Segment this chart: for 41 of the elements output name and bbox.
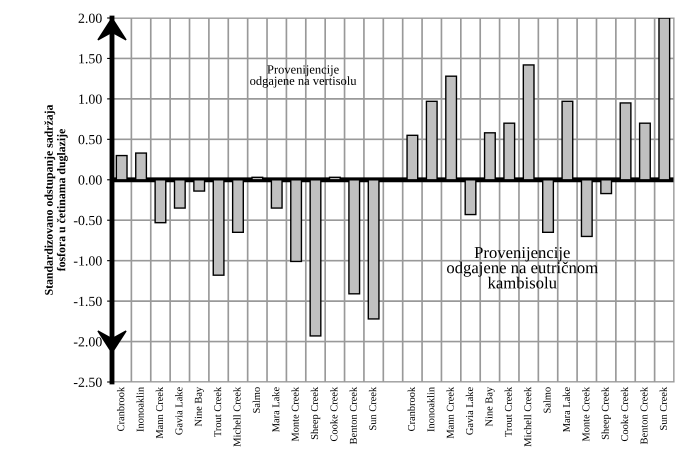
annotation: Provenijencije odgajene na vertisolu [250, 65, 356, 88]
y-tick-label: 2.00 [78, 14, 102, 24]
x-tick-label: Monte Creek [582, 386, 590, 442]
x-tick-label: Cranbrook [116, 386, 124, 431]
y-tick-label: -1.50 [74, 296, 102, 306]
x-tick-label: Mara Lake [562, 387, 570, 432]
x-tick-label: Sheep Creek [310, 386, 320, 440]
x-tick-label: Michell Creek [524, 386, 532, 446]
y-tick-label: -2.50 [74, 378, 102, 388]
x-tick-label: Sheep Creek [601, 386, 611, 440]
x-tick-label: Salmo [543, 387, 551, 413]
x-tick-label: Trout Creek [504, 386, 512, 437]
x-tick-label: Salmo [252, 387, 260, 413]
y-tick-label: -1.00 [74, 256, 102, 266]
x-tick-label: Cooke Creek [620, 386, 628, 442]
x-tick-label: Nine Bay [485, 386, 495, 426]
y-tick-label: -0.50 [74, 216, 102, 226]
x-tick-label: Mann Creek [446, 386, 454, 438]
x-tick-label: Inonoaklin [136, 387, 144, 432]
y-tick-label: 0.00 [78, 175, 102, 185]
x-tick-label: Gavia Lake [175, 387, 182, 435]
x-tick-label: Benton Creek [350, 386, 357, 444]
y-tick-label: 0.50 [78, 134, 102, 144]
x-tick-label: Nine Bay [194, 386, 204, 426]
x-tick-label: Benton Creek [640, 386, 648, 444]
x-tick-label: Sun Creek [368, 386, 376, 430]
y-axis-title: Standardizovano odstupanje sadržaja fosfora u četinama duglazije [44, 104, 68, 295]
x-tick-label: Mann Creek [156, 386, 164, 438]
annotation: Provenijencije odgajene na eutričnom kambisolu [447, 246, 598, 288]
x-tick-label: Inonoaklin [427, 387, 434, 432]
x-tick-label: Cooke Creek [330, 386, 338, 442]
y-tick-label: -2.00 [74, 337, 102, 347]
x-tick-label: Sun Creek [660, 386, 667, 430]
x-tick-label: Monte Creek [291, 386, 299, 442]
x-tick-label: Gavia Lake [466, 387, 474, 435]
x-tick-label: Trout Creek [214, 386, 222, 437]
y-tick-label: 1.00 [79, 94, 102, 104]
x-tick-label: Cranbrook [408, 386, 415, 431]
x-tick-label: Mara Lake [272, 387, 280, 432]
y-tick-label: 1.50 [79, 54, 102, 64]
x-tick-label: Michell Creek [233, 386, 241, 446]
